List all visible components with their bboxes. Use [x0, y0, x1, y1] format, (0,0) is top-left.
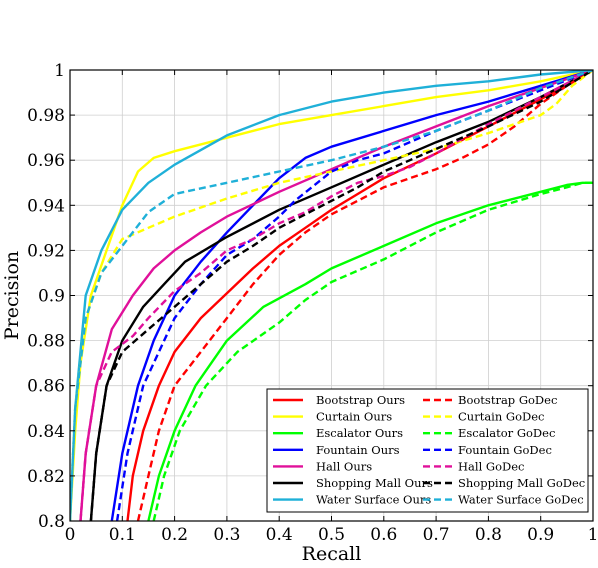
legend-label-water-surface-ours: Water Surface Ours — [316, 493, 431, 507]
x-tick-label: 1 — [588, 525, 598, 545]
legend-label-escalator-ours: Escalator Ours — [316, 426, 403, 440]
legend: Bootstrap Ours Curtain Ours Escalator Ours… — [266, 388, 589, 513]
series-line-escalator-ours — [147, 181, 593, 521]
legend-label-bootstrap-ours: Bootstrap Ours — [316, 393, 405, 407]
y-tick-label: 0.9 — [38, 287, 65, 307]
y-tick-label: 0.94 — [27, 196, 65, 216]
x-tick-label: 0.9 — [527, 525, 554, 545]
legend-label-shopping-mall-ours: Shopping Mall Ours — [316, 476, 433, 490]
legend-label-water-surface-godec: Water Surface GoDec — [458, 493, 584, 507]
y-tick-label: 1 — [54, 61, 65, 81]
x-tick-label: 0.2 — [161, 525, 188, 545]
series-lines — [70, 70, 593, 521]
series-line-escalator-godec — [152, 181, 593, 521]
series-line-hall-godec — [79, 70, 593, 521]
series-line-water-surface-godec — [70, 70, 593, 521]
axis-ticks: 0 0.1 0.2 0.3 0.4 0.5 0.6 0.7 0.8 0.9 1 0.8 0.82 0.84… — [27, 61, 598, 545]
y-tick-label: 0.96 — [27, 151, 65, 171]
y-tick-label: 0.98 — [27, 106, 65, 126]
y-tick-label: 0.84 — [27, 422, 65, 442]
y-tick-label: 0.92 — [27, 241, 65, 261]
series-line-shopping-mall-godec — [89, 70, 593, 521]
series-line-fountain-ours — [110, 70, 593, 521]
y-tick-label: 0.86 — [27, 377, 65, 397]
y-tick-label: 0.88 — [27, 332, 65, 352]
series-line-water-surface-ours — [70, 70, 593, 521]
series-line-bootstrap-godec — [136, 70, 593, 521]
x-tick-label: 0.4 — [266, 525, 293, 545]
x-tick-label: 0.3 — [213, 525, 240, 545]
y-tick-label: 0.8 — [38, 512, 65, 532]
y-tick-label: 0.82 — [27, 467, 65, 487]
legend-label-curtain-ours: Curtain Ours — [316, 410, 392, 424]
legend-label-curtain-godec: Curtain GoDec — [458, 410, 545, 424]
x-tick-label: 0.8 — [475, 525, 502, 545]
x-tick-label: 0.5 — [318, 525, 345, 545]
x-tick-label: 0.7 — [423, 525, 450, 545]
legend-label-escalator-godec: Escalator GoDec — [458, 426, 555, 440]
legend-label-hall-godec: Hall GoDec — [458, 459, 524, 473]
series-line-hall-ours — [79, 70, 593, 521]
x-axis-label: Recall — [302, 543, 362, 565]
legend-label-hall-ours: Hall Ours — [316, 459, 372, 473]
x-tick-label: 0.6 — [370, 525, 397, 545]
y-axis-label: Precision — [1, 251, 23, 340]
legend-label-fountain-ours: Fountain Ours — [316, 443, 400, 457]
series-line-shopping-mall-ours — [89, 70, 593, 521]
legend-label-shopping-mall-godec: Shopping Mall GoDec — [458, 476, 585, 490]
legend-label-fountain-godec: Fountain GoDec — [458, 443, 552, 457]
legend-label-bootstrap-godec: Bootstrap GoDec — [458, 393, 557, 407]
x-tick-label: 0 — [65, 525, 76, 545]
x-tick-label: 0.1 — [109, 525, 136, 545]
series-line-curtain-ours — [70, 70, 593, 521]
